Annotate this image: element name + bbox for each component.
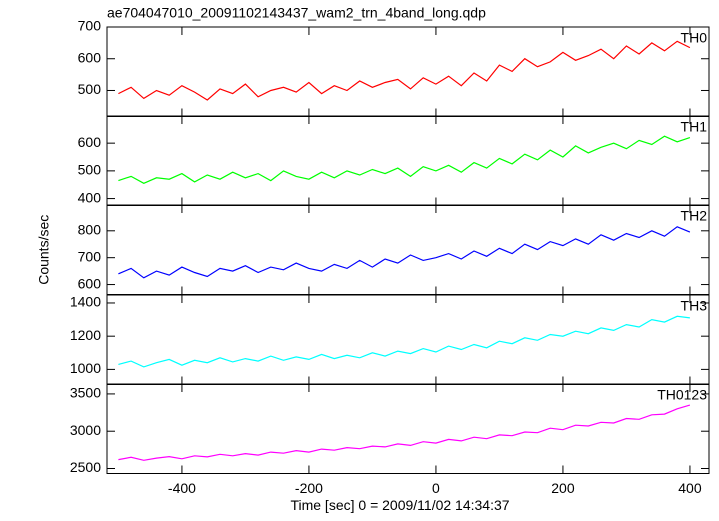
y-tick-label: 600 bbox=[78, 275, 102, 291]
y-tick-label: 2500 bbox=[70, 459, 101, 475]
series-label: TH2 bbox=[681, 208, 708, 224]
x-tick-label: 200 bbox=[551, 480, 575, 496]
x-axis-label: Time [sec] 0 = 2009/11/02 14:34:37 bbox=[290, 497, 509, 513]
panel-frame bbox=[106, 383, 710, 474]
y-axis-label: Counts/sec bbox=[36, 215, 52, 285]
y-tick-label: 3000 bbox=[70, 422, 101, 438]
chart-title: ae704047010_20091102143437_wam2_trn_4ban… bbox=[107, 5, 486, 21]
panel-frame bbox=[106, 204, 710, 295]
y-tick-label: 600 bbox=[78, 134, 102, 150]
y-tick-label: 1000 bbox=[70, 360, 101, 376]
panel-frame bbox=[106, 294, 710, 385]
series-label: TH0 bbox=[681, 30, 708, 46]
series-label: TH1 bbox=[681, 119, 708, 135]
data-line bbox=[118, 226, 691, 279]
y-tick-label: 800 bbox=[78, 222, 102, 238]
y-tick-label: 1200 bbox=[70, 327, 101, 343]
y-tick-label: 500 bbox=[78, 162, 102, 178]
y-tick-label: 700 bbox=[78, 18, 102, 34]
x-tick-label: -400 bbox=[168, 480, 196, 496]
y-tick-label: 1400 bbox=[70, 294, 101, 310]
y-tick-label: 3500 bbox=[70, 385, 101, 401]
y-tick-label: 400 bbox=[78, 189, 102, 205]
x-tick-label: 0 bbox=[432, 480, 440, 496]
panel-frame bbox=[106, 26, 710, 117]
series-label: TH3 bbox=[681, 298, 708, 314]
data-line bbox=[118, 315, 690, 368]
y-tick-label: 700 bbox=[78, 248, 102, 264]
y-tick-label: 500 bbox=[78, 81, 102, 97]
y-tick-label: 600 bbox=[78, 49, 102, 65]
panel-frame bbox=[106, 115, 710, 206]
x-tick-label: 400 bbox=[678, 480, 702, 496]
data-line bbox=[118, 40, 691, 101]
data-line bbox=[118, 135, 691, 184]
series-label: TH0123 bbox=[657, 387, 707, 403]
data-line bbox=[118, 404, 691, 461]
x-tick-label: -200 bbox=[295, 480, 323, 496]
